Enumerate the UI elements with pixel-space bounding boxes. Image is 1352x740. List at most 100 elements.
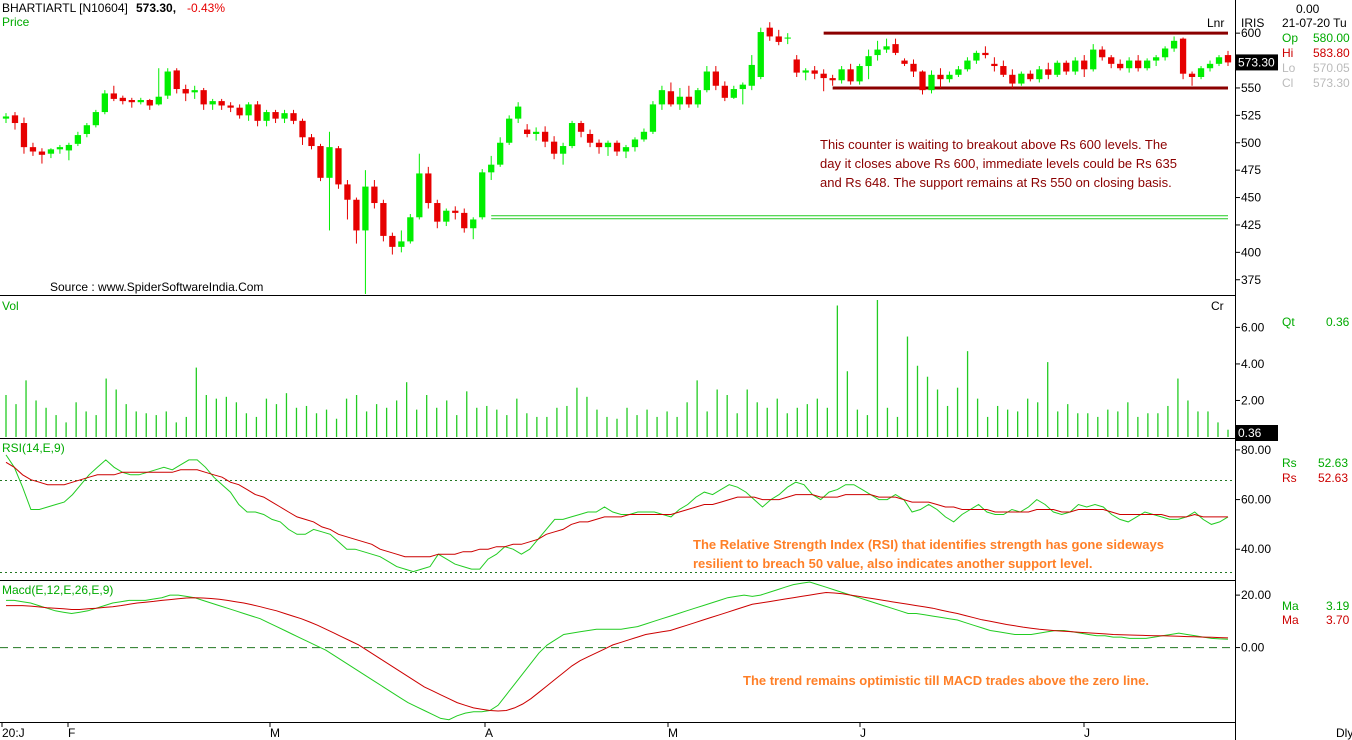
candle — [1170, 36, 1178, 52]
candle-body — [991, 63, 998, 67]
candle-body — [811, 70, 818, 74]
candle — [838, 66, 845, 84]
candle-body — [1179, 38, 1187, 74]
candle — [766, 22, 773, 41]
candle — [604, 140, 612, 156]
candle-body — [730, 89, 737, 98]
candle — [506, 115, 513, 145]
iris-label[interactable]: IRIS — [1241, 16, 1264, 30]
candle — [362, 170, 369, 294]
candle-body — [308, 137, 315, 147]
lnr-label[interactable]: Lnr — [1207, 16, 1224, 30]
candle — [1018, 71, 1025, 86]
candle — [982, 46, 989, 59]
macd-panel-label: Macd(E,12,E,26,E,9) — [2, 583, 113, 597]
rsi-2-label: Rs — [1282, 471, 1297, 485]
candle-body — [559, 146, 567, 154]
candle — [524, 124, 531, 138]
candle — [1054, 60, 1061, 77]
candle — [11, 112, 19, 130]
price-note-line: and Rs 648. The support remains at Rs 55… — [820, 175, 1172, 190]
candle — [398, 230, 405, 253]
price-tick-label: 450 — [1241, 191, 1261, 205]
price-change: -0.43% — [187, 1, 225, 15]
candle-body — [937, 74, 944, 80]
candle — [317, 143, 324, 182]
candle-body — [461, 212, 468, 229]
candle-body — [649, 104, 657, 132]
candle-body — [236, 107, 243, 116]
candle — [793, 55, 800, 77]
candle-body — [1018, 73, 1025, 84]
candle — [1090, 44, 1097, 72]
candle — [973, 50, 980, 64]
candle — [1197, 66, 1205, 80]
x-tick-label: F — [68, 726, 75, 740]
candle — [1099, 46, 1106, 61]
candle — [901, 58, 908, 67]
candles — [2, 22, 1232, 294]
candle — [155, 68, 162, 106]
candle-body — [272, 112, 279, 119]
candle — [20, 117, 28, 154]
rsi-panel-label: RSI(14,E,9) — [2, 441, 65, 455]
volume-tick-label: 4.00 — [1241, 357, 1265, 371]
candle — [541, 126, 549, 148]
candle — [128, 97, 135, 108]
macd-lines — [6, 581, 1229, 721]
candle-body — [1117, 63, 1124, 69]
candle-body — [425, 173, 432, 204]
macd-1-label: Ma — [1282, 599, 1299, 613]
candle-body — [658, 90, 666, 105]
candle-body — [1170, 40, 1178, 49]
x-tick-label: A — [485, 726, 493, 740]
candle — [461, 208, 468, 233]
candle — [928, 70, 935, 94]
price-panel-label: Price — [2, 15, 30, 29]
candle-body — [398, 241, 405, 247]
candle-body — [1090, 49, 1097, 70]
candle-body — [146, 100, 153, 106]
candle-body — [541, 131, 549, 142]
candle — [946, 71, 953, 83]
period-label[interactable]: Dly — [1336, 726, 1352, 740]
candle-body — [371, 186, 378, 204]
candle-body — [1197, 68, 1205, 77]
price-note-line: This counter is waiting to breakout abov… — [820, 137, 1167, 152]
candle-body — [721, 85, 728, 98]
candle-body — [856, 66, 863, 82]
macd-tick-label: 0.00 — [1241, 641, 1265, 655]
candle — [182, 84, 189, 102]
candle — [1117, 59, 1124, 71]
candle-body — [317, 146, 324, 178]
rsi-tick-label: 60.00 — [1241, 493, 1271, 507]
candle — [955, 66, 962, 77]
candle-body — [281, 113, 288, 119]
candle — [1036, 66, 1043, 83]
candle-body — [1126, 60, 1133, 69]
rsi-note: The Relative Strength Index (RSI) that i… — [693, 537, 1164, 571]
candle — [272, 109, 279, 124]
candle — [497, 137, 504, 167]
candle-body — [631, 139, 639, 148]
candle-body — [155, 96, 162, 105]
levels — [491, 31, 1228, 220]
candle — [326, 131, 333, 231]
candle-body — [362, 186, 369, 231]
candle-body — [74, 135, 82, 144]
candle-body — [1206, 63, 1214, 69]
candle-body — [1000, 66, 1007, 75]
candle-body — [119, 97, 126, 102]
candle — [371, 180, 378, 209]
ohlc-panel: Op 580.00 Hi 583.80 Lo 570.05 Cl 573.30 — [1282, 31, 1350, 90]
volume-tick-label: 2.00 — [1241, 393, 1265, 407]
candle — [712, 66, 719, 91]
rsi-1-value: 52.63 — [1318, 456, 1348, 470]
candle — [92, 109, 99, 128]
candle-body — [209, 101, 216, 105]
candle-body — [2, 116, 10, 119]
rsi-note-line: The Relative Strength Index (RSI) that i… — [693, 537, 1164, 552]
candle-body — [326, 147, 333, 178]
candle-body — [676, 96, 684, 105]
